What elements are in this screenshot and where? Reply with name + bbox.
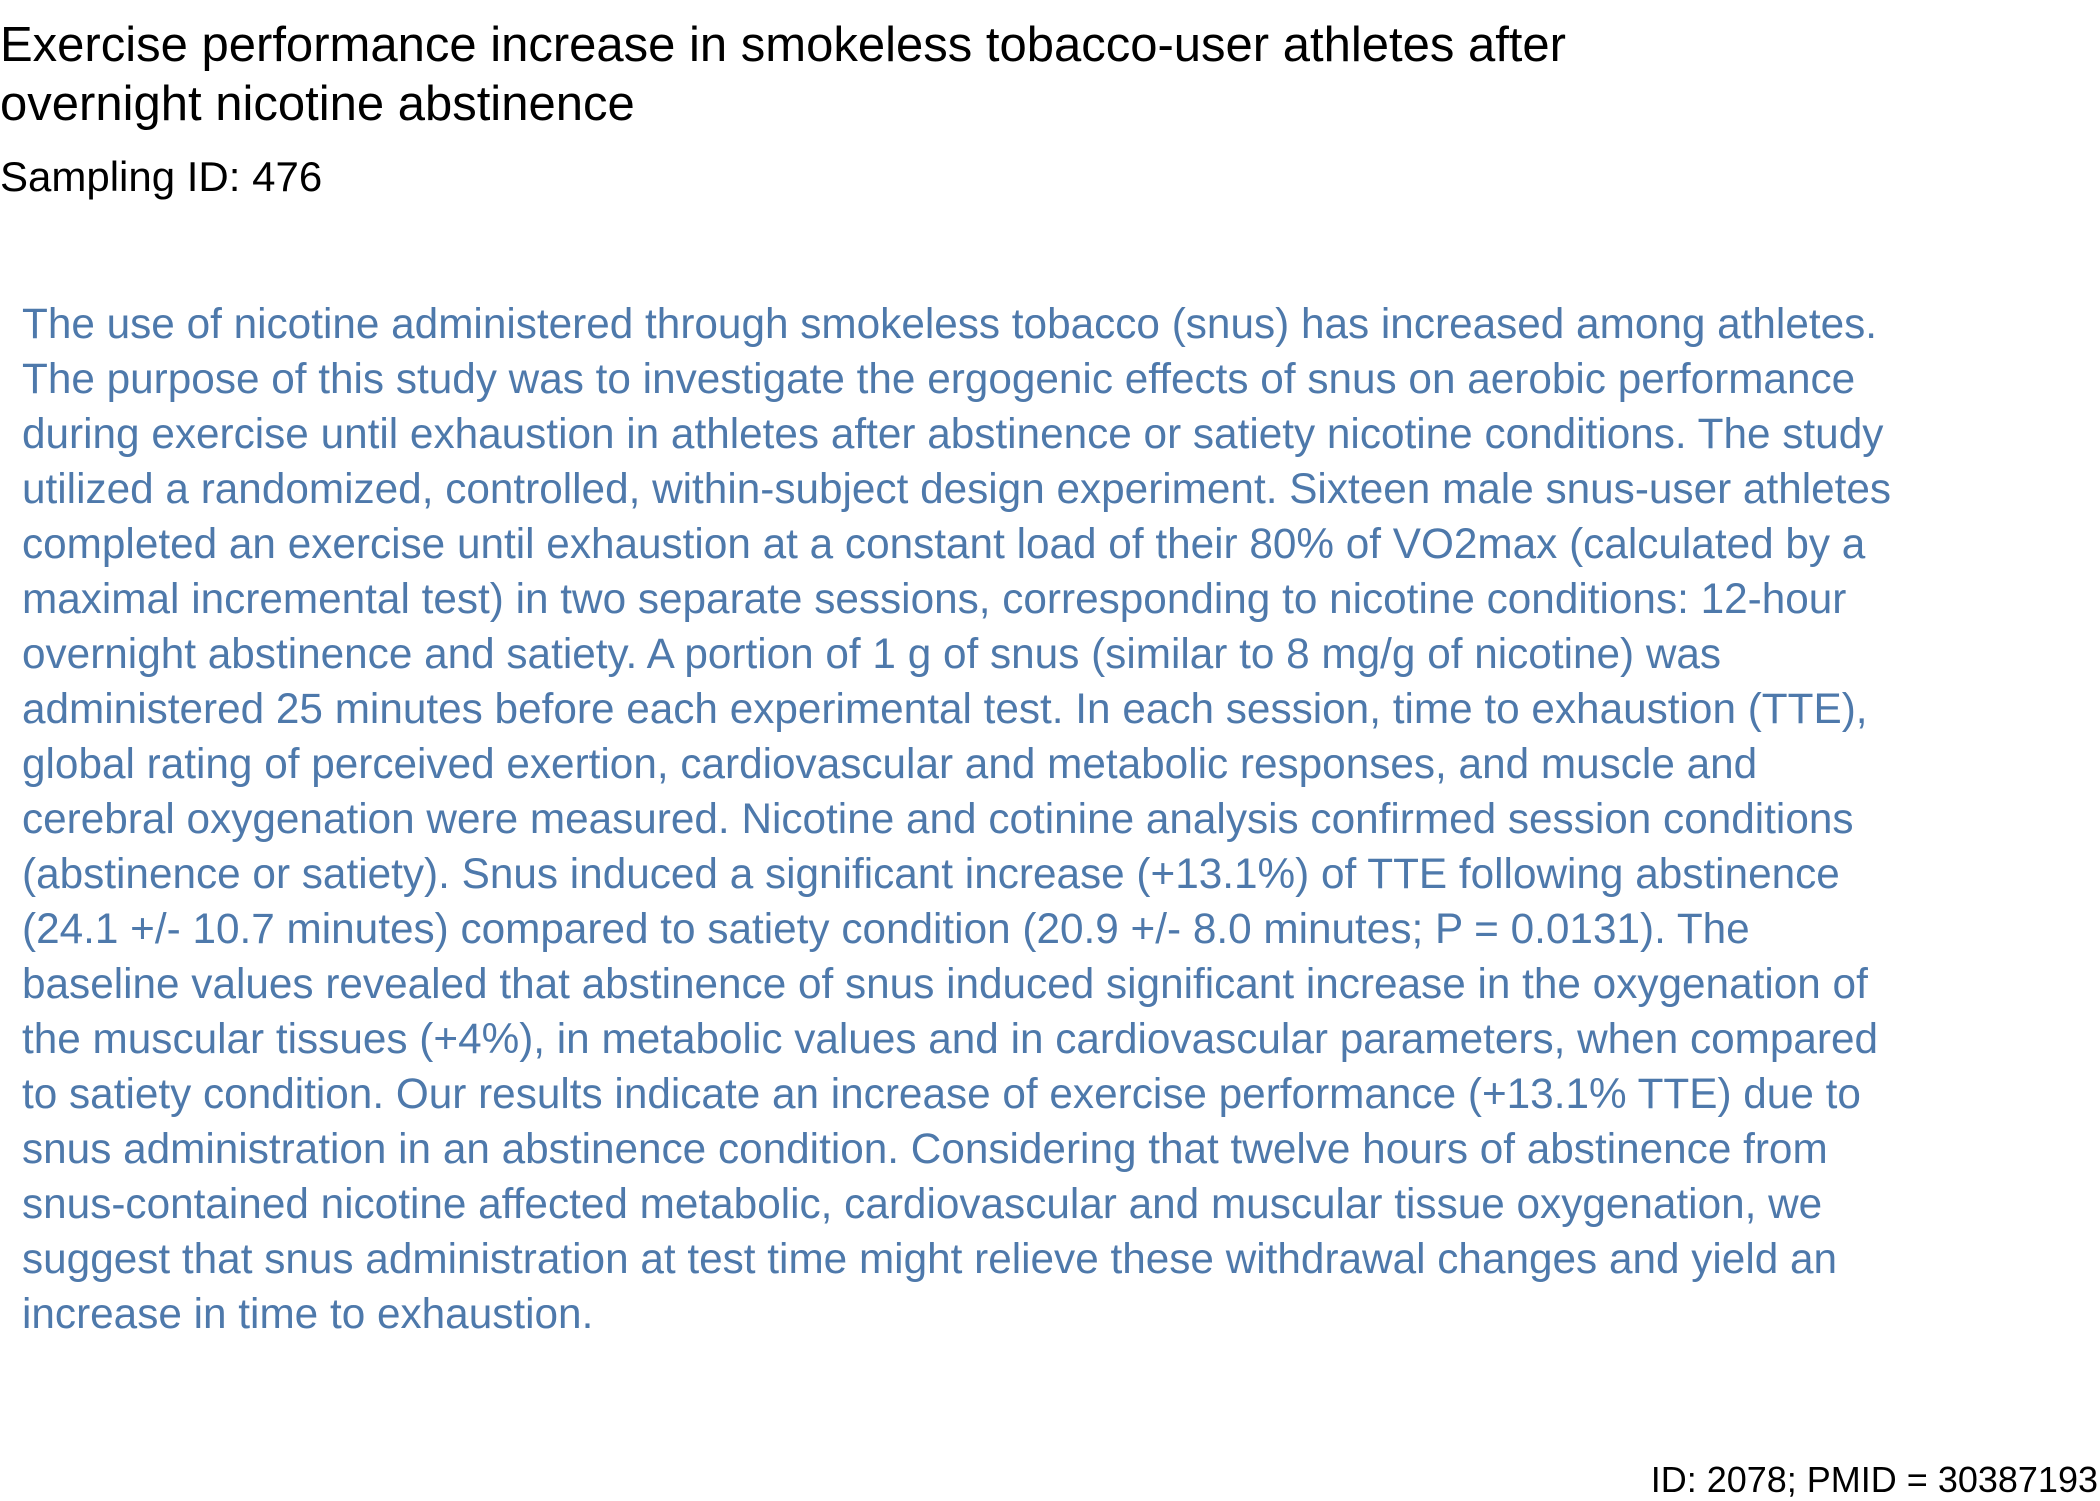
document-title: Exercise performance increase in smokele… <box>0 18 1566 131</box>
sampling-id: Sampling ID: 476 <box>0 153 323 200</box>
footer-id: ID: 2078; PMID = 30387193 <box>1650 1459 2098 1500</box>
abstract-text: The use of nicotine administered through… <box>22 300 1892 1337</box>
